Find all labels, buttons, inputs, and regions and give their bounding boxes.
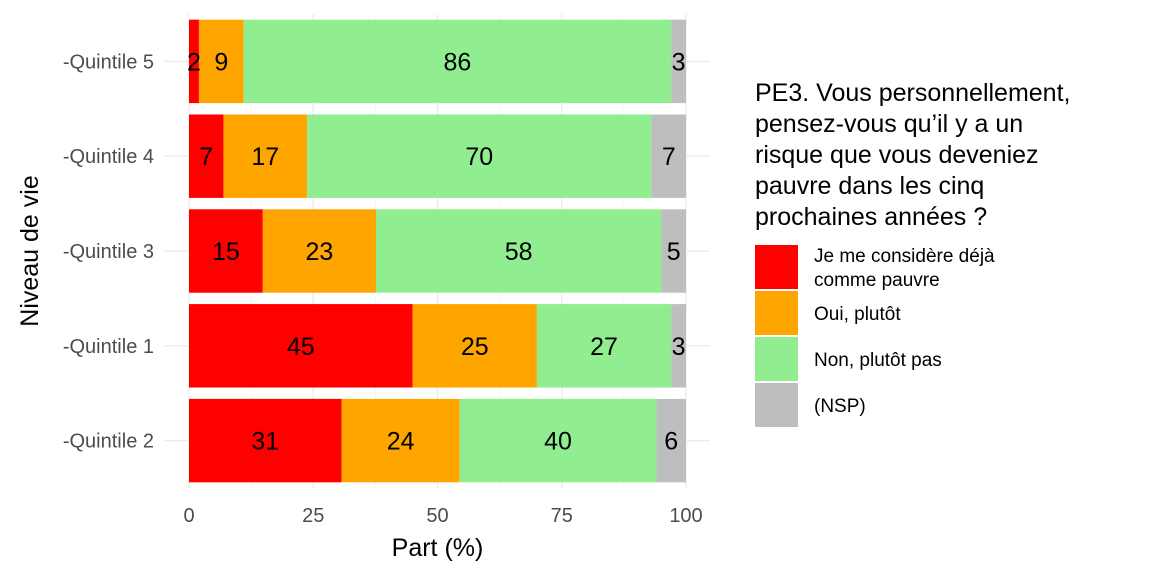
- bar-labels: 2 9 86 3 7 17 70 7 15 23 58 5 45 25 27 3 31 24 40 6: [187, 48, 685, 455]
- y-tick-label: -Quintile 1: [63, 336, 154, 358]
- y-tick-label: -Quintile 3: [63, 241, 154, 263]
- legend-label: Oui, plutôt: [814, 304, 901, 325]
- x-tick-label: 100: [669, 505, 702, 527]
- bars: [189, 19, 686, 483]
- legend-title: PE3. Vous personnellement, pensez-vous qu…: [755, 79, 1070, 231]
- legend-label: Je me considère déjà comme pauvre: [814, 246, 995, 291]
- bar-value-label: 2: [187, 48, 201, 76]
- y-axis-title: Niveau de vie: [16, 175, 44, 326]
- bar-segment: [661, 209, 686, 293]
- bar-value-label: 3: [672, 48, 686, 76]
- bar-value-label: 7: [662, 143, 676, 171]
- legend-key: [755, 291, 798, 335]
- bar-segment: [243, 19, 672, 104]
- legend-label: (NSP): [814, 396, 866, 417]
- legend-title-line: prochaines années ?: [755, 203, 987, 231]
- bar-segment: [189, 209, 263, 293]
- bar-value-label: 86: [443, 48, 471, 76]
- legend-key: [755, 383, 798, 427]
- bar-segment: [189, 398, 342, 483]
- bar-segment: [671, 19, 686, 104]
- legend: PE3. Vous personnellement, pensez-vous qu…: [755, 79, 1070, 427]
- x-axis-title: Part (%): [392, 534, 484, 562]
- bar-segment: [459, 398, 657, 483]
- bar-value-label: 27: [590, 333, 618, 361]
- bar-value-label: 15: [212, 238, 240, 266]
- bar-value-label: 17: [251, 143, 279, 171]
- y-tick-label: -Quintile 4: [63, 146, 154, 168]
- bar-value-label: 45: [287, 333, 315, 361]
- bar-segment: [375, 209, 662, 293]
- y-axis-ticks: -Quintile 5 -Quintile 4 -Quintile 3 -Quinti…: [63, 51, 154, 453]
- legend-title-line: pauvre dans les cinq: [755, 172, 984, 200]
- legend-label: Non, plutôt pas: [814, 350, 942, 371]
- bar-value-label: 9: [214, 48, 228, 76]
- bar-value-label: 3: [672, 333, 686, 361]
- bar-segment: [671, 304, 686, 388]
- bar-segment: [189, 19, 199, 104]
- bar-value-label: 23: [305, 238, 333, 266]
- bar-value-label: 58: [505, 238, 533, 266]
- bar-segment: [189, 114, 224, 198]
- bar-segment: [536, 304, 672, 388]
- x-tick-label: 0: [183, 505, 194, 527]
- y-tick-label: -Quintile 2: [63, 431, 154, 453]
- legend-items: Je me considère déjà comme pauvre Oui, plu…: [755, 245, 995, 427]
- legend-key: [755, 337, 798, 381]
- x-axis-ticks: 0 25 50 75 100: [183, 505, 702, 527]
- legend-title-line: PE3. Vous personnellement,: [755, 79, 1070, 107]
- x-tick-label: 75: [551, 505, 573, 527]
- bar-value-label: 25: [461, 333, 489, 361]
- bar-segment: [341, 398, 460, 483]
- bar-value-label: 31: [251, 428, 279, 456]
- bar-value-label: 7: [199, 143, 213, 171]
- bar-segment: [656, 398, 686, 483]
- bar-value-label: 24: [387, 428, 415, 456]
- legend-title-line: pensez-vous qu’il y a un: [755, 110, 1023, 138]
- bar-value-label: 40: [544, 428, 572, 456]
- bar-segment: [412, 304, 537, 388]
- bar-segment: [262, 209, 376, 293]
- x-tick-label: 50: [426, 505, 448, 527]
- legend-title-line: risque que vous deveniez: [755, 141, 1039, 169]
- bar-value-label: 5: [667, 238, 681, 266]
- bar-segment: [223, 114, 308, 198]
- bar-segment: [307, 114, 652, 198]
- x-tick-label: 25: [302, 505, 324, 527]
- y-tick-label: -Quintile 5: [63, 51, 154, 73]
- bar-value-label: 6: [664, 428, 678, 456]
- bar-segment: [189, 304, 413, 388]
- bar-segment: [198, 19, 244, 104]
- legend-key: [755, 245, 798, 289]
- bar-value-label: 70: [465, 143, 493, 171]
- bar-segment: [651, 114, 686, 198]
